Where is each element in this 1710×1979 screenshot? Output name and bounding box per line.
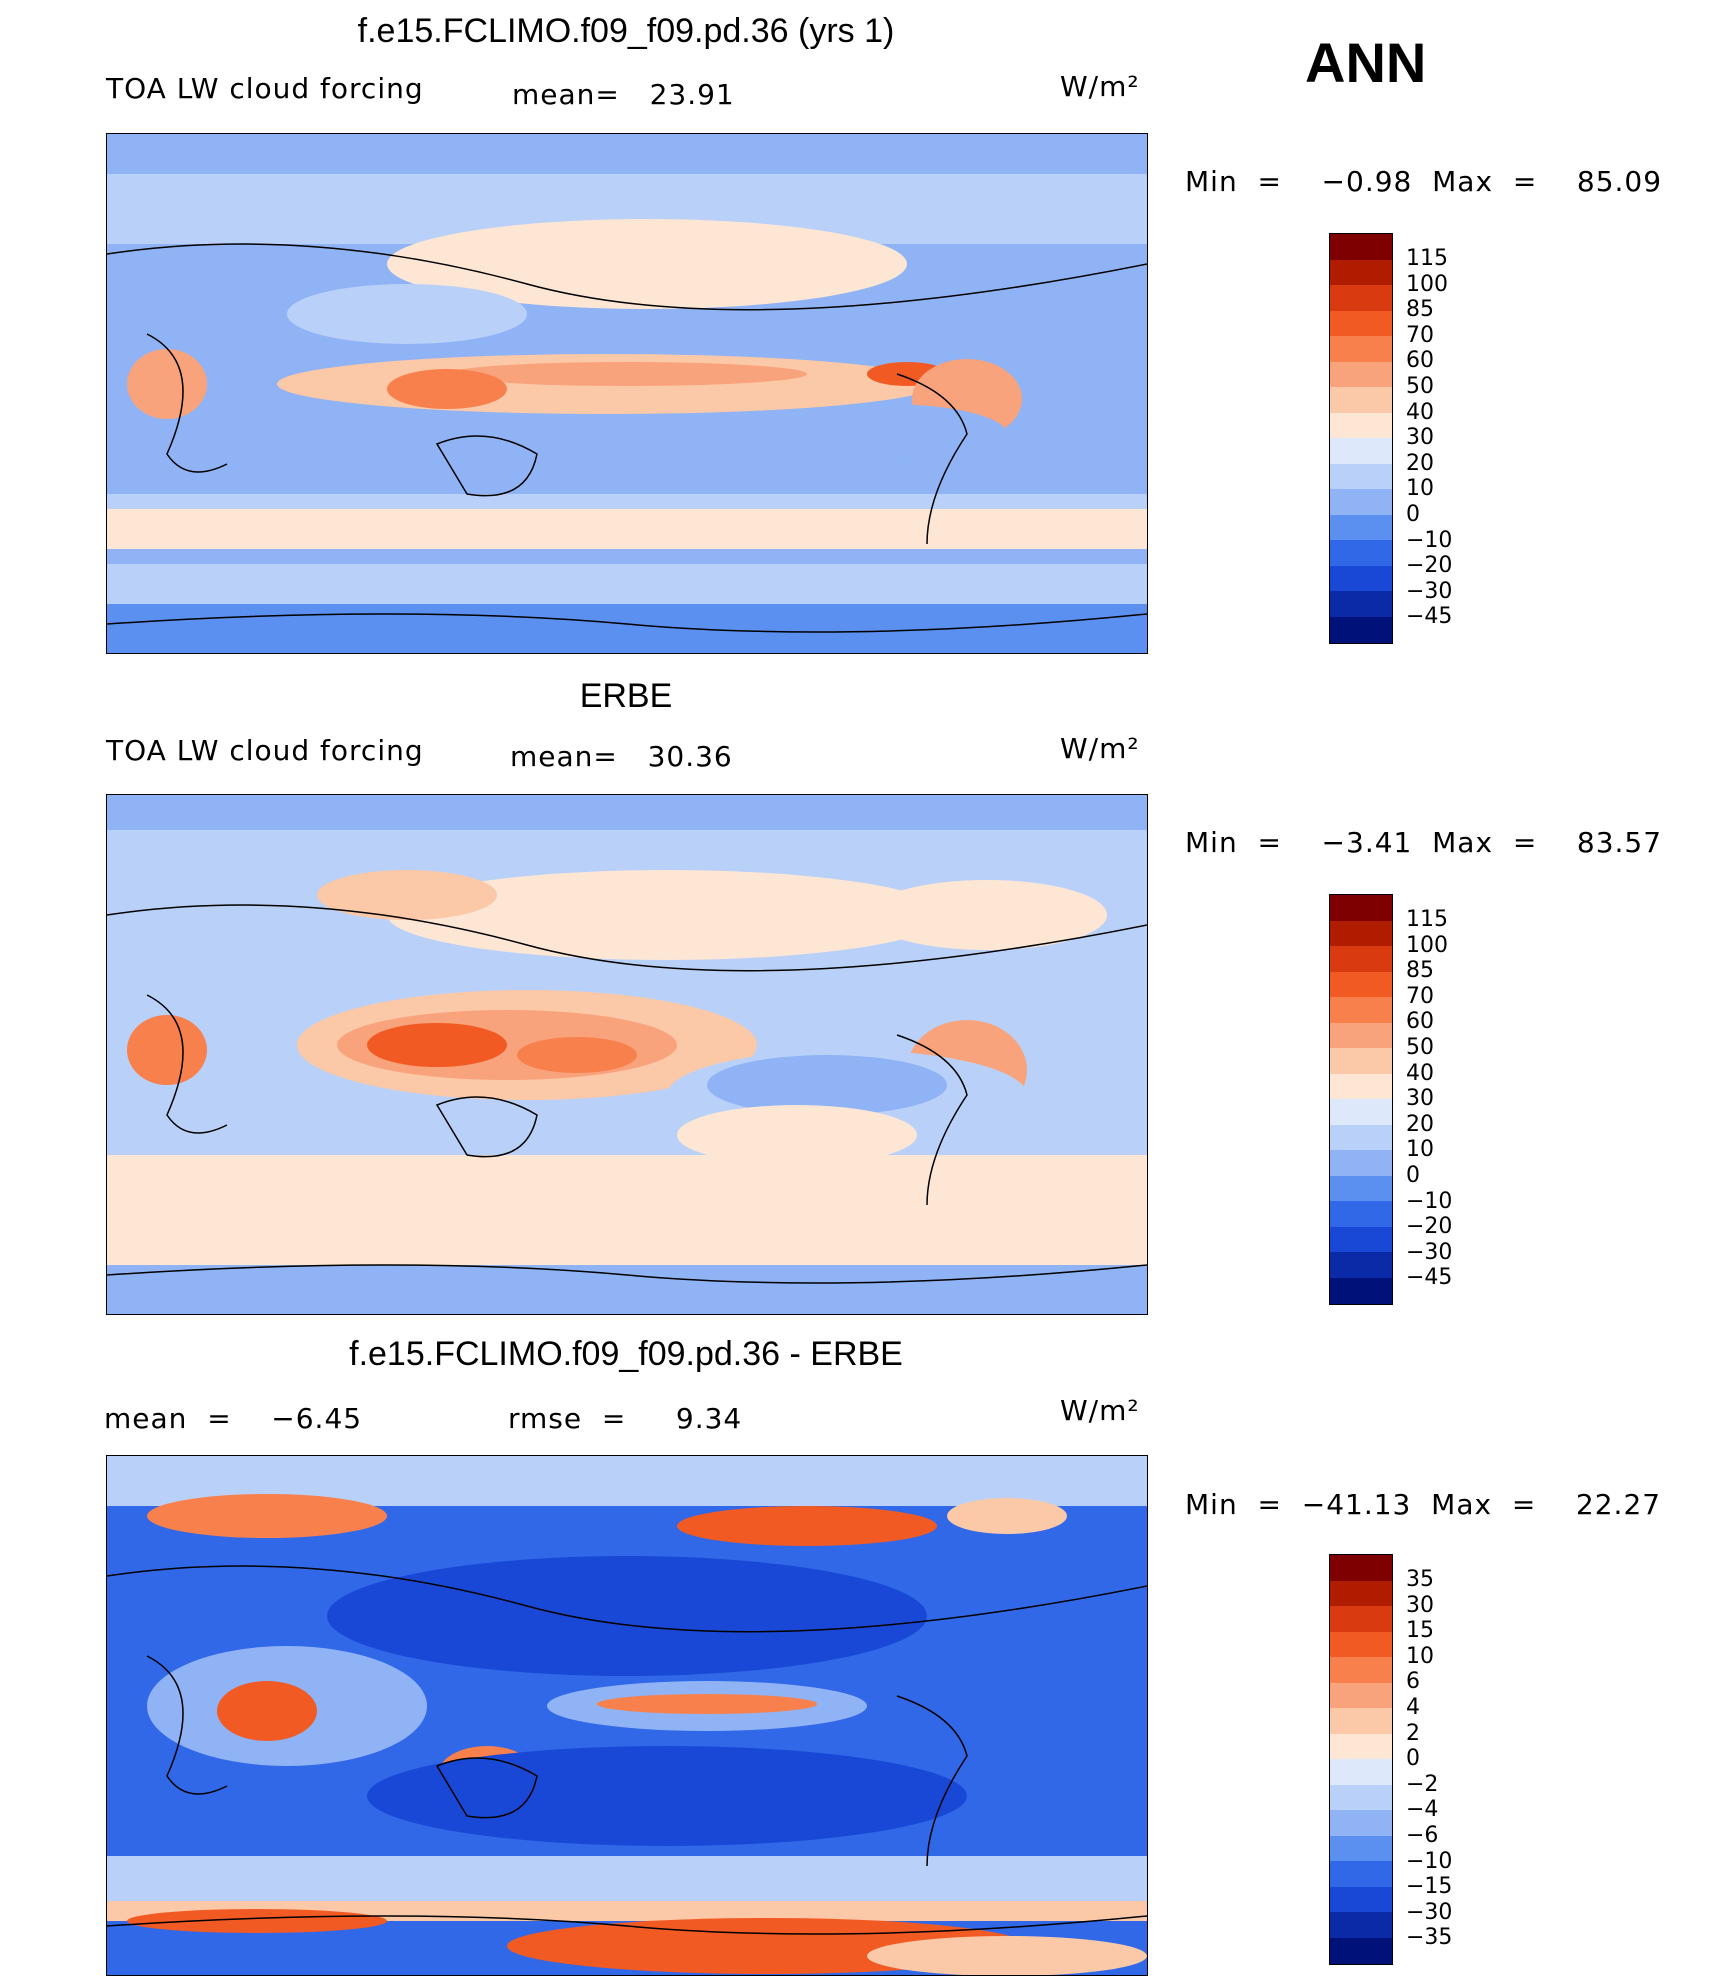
tick: 10 xyxy=(1406,1643,1434,1669)
panel2-colorbar-ticks: 115 100 85 70 60 50 40 30 20 10 0 −10 −2… xyxy=(1406,907,1452,1291)
tick: 35 xyxy=(1406,1567,1434,1592)
panel3-units-label: W/m² xyxy=(1060,1394,1140,1427)
tick: 20 xyxy=(1406,450,1434,476)
tick: 20 xyxy=(1406,1111,1434,1137)
tick: 0 xyxy=(1406,1162,1420,1188)
tick: 30 xyxy=(1406,425,1434,451)
tick: 30 xyxy=(1406,1592,1434,1618)
panel3-rmse-label: rmse = 9.34 xyxy=(508,1402,743,1435)
tick: −30 xyxy=(1406,1899,1453,1925)
panel1-mean-label: mean= 23.91 xyxy=(512,78,735,111)
tick: −6 xyxy=(1406,1822,1439,1848)
tick: 6 xyxy=(1406,1669,1420,1695)
tick: −15 xyxy=(1406,1874,1453,1900)
tick: −4 xyxy=(1406,1797,1439,1823)
tick: −10 xyxy=(1406,1848,1453,1874)
panel3-colorbar-ticks: 35 30 15 10 6 4 2 0 −2 −4 −6 −10 −15 −30… xyxy=(1406,1567,1452,1951)
tick: 40 xyxy=(1406,1060,1434,1086)
tick: −45 xyxy=(1406,1265,1453,1291)
panel2-title: ERBE xyxy=(579,677,673,715)
tick: 85 xyxy=(1406,958,1434,984)
tick: 115 xyxy=(1406,907,1448,932)
tick: 10 xyxy=(1406,476,1434,502)
tick: −20 xyxy=(1406,1214,1453,1240)
tick: −20 xyxy=(1406,553,1453,579)
tick: 2 xyxy=(1406,1720,1420,1746)
tick: 50 xyxy=(1406,373,1434,399)
tick: 115 xyxy=(1406,246,1448,271)
tick: 100 xyxy=(1406,271,1448,297)
tick: −45 xyxy=(1406,604,1453,630)
panel3-mean-label: mean = −6.45 xyxy=(104,1402,363,1435)
panel2-map xyxy=(106,794,1148,1315)
tick: −10 xyxy=(1406,527,1453,553)
tick: 30 xyxy=(1406,1086,1434,1112)
panel1-colorbar xyxy=(1329,233,1393,644)
panel3-title: f.e15.FCLIMO.f09_f09.pd.36 - ERBE xyxy=(349,1335,903,1373)
tick: −30 xyxy=(1406,578,1453,604)
tick: 70 xyxy=(1406,983,1434,1009)
tick: 100 xyxy=(1406,932,1448,958)
panel1-title: f.e15.FCLIMO.f09_f09.pd.36 (yrs 1) xyxy=(357,12,895,50)
tick: −2 xyxy=(1406,1771,1439,1797)
panel1-variable-label: TOA LW cloud forcing xyxy=(106,72,424,105)
panel1-colorbar-ticks: 115 100 85 70 60 50 40 30 20 10 0 −10 −2… xyxy=(1406,246,1452,630)
tick: 40 xyxy=(1406,399,1434,425)
panel3-minmax-label: Min = −41.13 Max = 22.27 xyxy=(1185,1488,1662,1521)
panel2-minmax-label: Min = −3.41 Max = 83.57 xyxy=(1185,826,1663,859)
tick: −10 xyxy=(1406,1188,1453,1214)
panel2-mean-label: mean= 30.36 xyxy=(510,740,733,773)
panel1-minmax-label: Min = −0.98 Max = 85.09 xyxy=(1185,165,1663,198)
tick: 4 xyxy=(1406,1694,1420,1720)
tick: 0 xyxy=(1406,501,1420,527)
panel1-map xyxy=(106,133,1148,654)
panel3-colorbar xyxy=(1329,1554,1393,1965)
panel2-variable-label: TOA LW cloud forcing xyxy=(106,734,424,767)
tick: 0 xyxy=(1406,1746,1420,1772)
panel2-colorbar xyxy=(1329,894,1393,1305)
tick: 50 xyxy=(1406,1034,1434,1060)
panel1-units-label: W/m² xyxy=(1060,70,1140,103)
tick: 60 xyxy=(1406,1009,1434,1035)
season-label: ANN xyxy=(1305,31,1427,94)
tick: 15 xyxy=(1406,1618,1434,1644)
tick: 85 xyxy=(1406,297,1434,323)
tick: 10 xyxy=(1406,1137,1434,1163)
panel3-map xyxy=(106,1455,1148,1976)
tick: 60 xyxy=(1406,348,1434,374)
tick: 70 xyxy=(1406,322,1434,348)
panel2-units-label: W/m² xyxy=(1060,732,1140,765)
tick: −30 xyxy=(1406,1239,1453,1265)
tick: −35 xyxy=(1406,1925,1453,1951)
